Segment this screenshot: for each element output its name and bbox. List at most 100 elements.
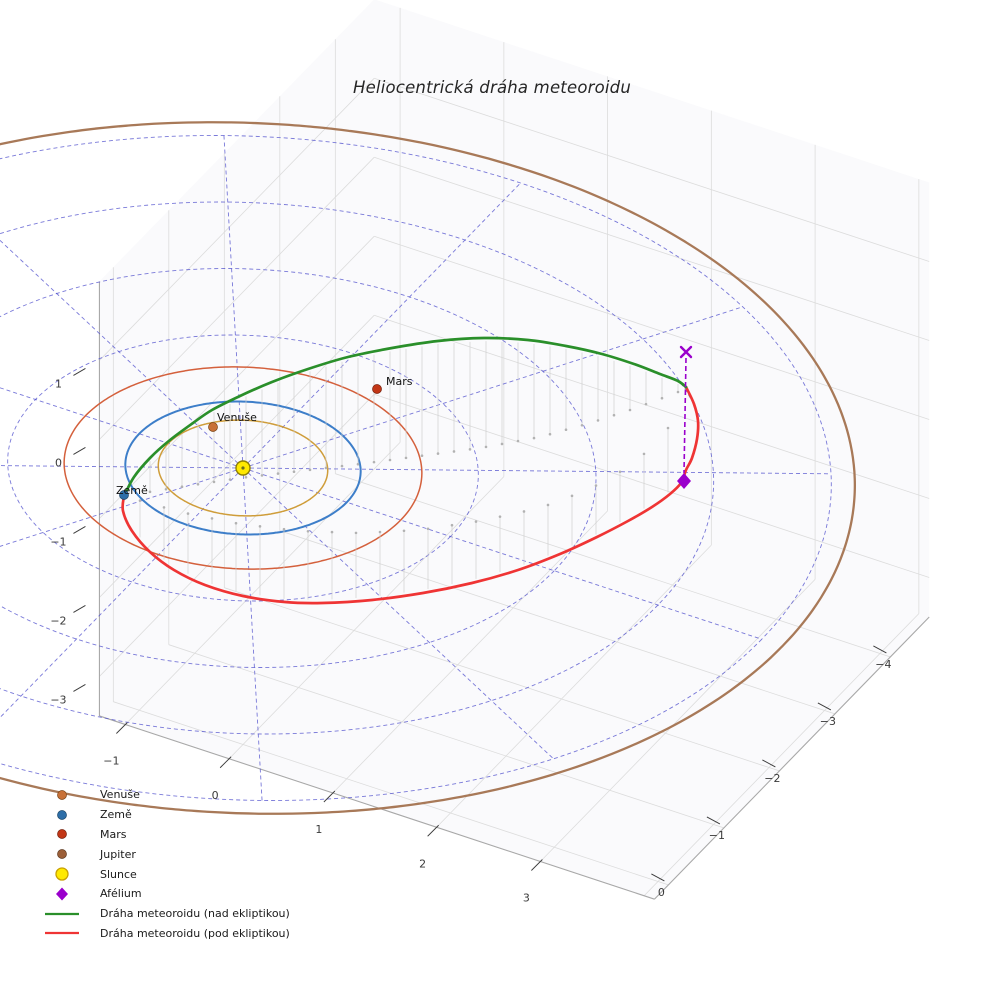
x-axis-spine (99, 715, 655, 900)
y-tick-label: −4 (875, 658, 891, 671)
floor-grid-y (168, 644, 725, 829)
Země-orbit (124, 400, 362, 536)
stem-dot (356, 462, 360, 466)
y-tick-mark (873, 645, 887, 654)
stem-dot (330, 530, 334, 534)
legend-item-label: Venuše (100, 788, 140, 802)
x-tick-mark (116, 722, 128, 734)
stem-dot (210, 517, 214, 520)
z-tick-label: 1 (55, 377, 62, 390)
legend-dot-icon (24, 786, 88, 804)
x-tick-label: 2 (419, 857, 426, 870)
Venuše-marker (208, 422, 218, 432)
polar-grid-radial (0, 387, 244, 469)
stem-dot (388, 458, 392, 462)
legend-item-mars: Mars (24, 825, 290, 845)
stem-dot (618, 470, 622, 474)
pane-wall-x (99, 0, 375, 716)
x-tick-label: −1 (103, 755, 119, 768)
stem-dot (666, 426, 670, 430)
legend-marker (57, 849, 67, 860)
stem-dot (186, 512, 190, 515)
legend-marker (57, 809, 67, 820)
legend-item-dr-ha-meteoroidu-pod-ekliptikou: Dráha meteoroidu (pod ekliptikou) (24, 924, 290, 944)
y-tick-label: −1 (709, 829, 725, 842)
legend-item-label: Dráha meteoroidu (nad ekliptikou) (100, 907, 290, 921)
floor-grid-x (125, 442, 401, 725)
polar-grid-radial (242, 467, 762, 640)
stem-dot (498, 515, 502, 518)
stem-dot (324, 466, 328, 470)
pane-wall-y (374, 0, 930, 617)
stem-dot (474, 520, 478, 523)
wall-x-grid-z (99, 236, 375, 519)
stem-dot (570, 494, 574, 498)
legend-marker (57, 829, 67, 840)
aphelion-projection-line (683, 357, 687, 474)
Mars-orbit (63, 366, 423, 570)
x-tick-mark (219, 756, 232, 769)
legend-item-dr-ha-meteoroidu-nad-ekliptikou: Dráha meteoroidu (nad ekliptikou) (24, 904, 290, 924)
polar-grid-circle (0, 201, 715, 735)
stem-dot (180, 485, 184, 489)
stem-dot (642, 452, 646, 456)
stem-dot (546, 503, 550, 507)
stem-dot (276, 472, 280, 475)
polar-grid-radial (0, 467, 244, 719)
stem-dot (532, 436, 536, 440)
stem-dot (340, 464, 344, 468)
stem-dot (468, 448, 472, 451)
polar-grid-radial (242, 467, 554, 760)
stem-dot (258, 525, 262, 528)
stem-dot (522, 510, 526, 513)
wall-y-grid-z (374, 235, 930, 420)
stem-dot (162, 506, 166, 509)
z-tick-label: 0 (55, 456, 62, 469)
x-tick-mark (323, 790, 336, 803)
wall-y-grid-z (374, 314, 930, 499)
y-axis-spine (654, 616, 930, 900)
y-tick-label: −2 (764, 772, 780, 785)
stem-dot (378, 530, 382, 534)
aphelion-x-icon (679, 345, 693, 359)
stem-dot (372, 460, 376, 464)
stem-dot (420, 454, 424, 458)
polar-grid-radial (242, 182, 521, 469)
stem-dot (354, 531, 358, 535)
legend-item-jupiter: Jupiter (24, 844, 290, 864)
stem-dot (660, 396, 664, 400)
legend-item-af-lium: Afélium (24, 884, 290, 904)
sun-core-dot (241, 466, 245, 470)
legend-dot-icon (24, 806, 88, 824)
x-tick-mark (531, 859, 543, 871)
stem-dot (612, 413, 616, 417)
stem-dot (308, 468, 312, 472)
x-tick-label: 0 (212, 789, 219, 802)
Mars-label: Mars (386, 375, 413, 388)
y-tick-mark (706, 816, 721, 825)
z-tick-mark (73, 684, 86, 692)
stem-dot (596, 419, 600, 422)
stem-dot (564, 428, 568, 432)
stem-dot (164, 487, 168, 491)
stem-dot (404, 456, 408, 460)
legend-item-slunce: Slunce (24, 864, 290, 884)
y-tick-label: −3 (820, 715, 836, 728)
stem-dot (548, 432, 552, 436)
legend-item-label: Země (100, 808, 132, 822)
z-tick-mark (73, 526, 86, 534)
stem-dot (500, 442, 504, 446)
legend-item-label: Mars (100, 827, 127, 841)
wall-x-grid-z (99, 394, 375, 677)
stem-dot (594, 484, 598, 487)
stem-dot (148, 490, 152, 494)
floor-grid-x (643, 613, 920, 897)
Země-label: Země (116, 484, 148, 497)
z-tick-label: −1 (50, 535, 66, 548)
stem-dot (228, 478, 232, 481)
floor-grid-y (224, 587, 780, 772)
Venuše-label: Venuše (217, 411, 257, 424)
aphelion-diamond-icon (677, 473, 691, 489)
stem-dot (282, 527, 286, 531)
stem-dot (644, 402, 648, 406)
